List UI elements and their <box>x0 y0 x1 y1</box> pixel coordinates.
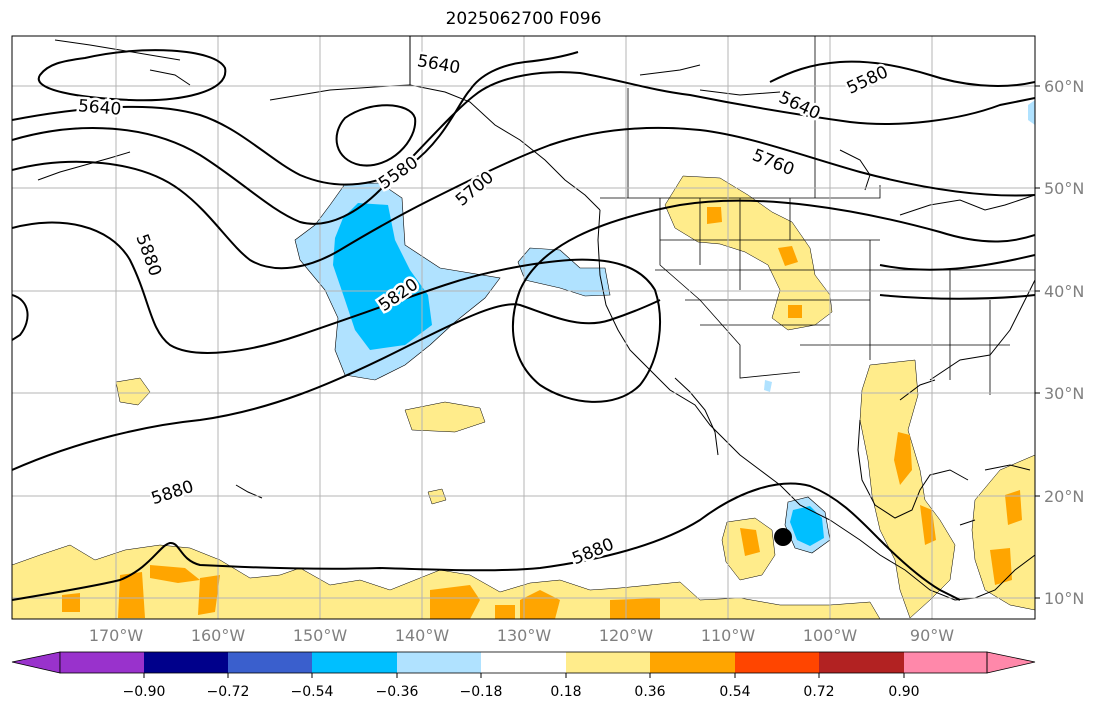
colorbar-label: −0.54 <box>290 684 334 700</box>
lat-label: 40°N <box>1044 282 1085 301</box>
lon-label: 120°W <box>598 626 654 645</box>
lat-label: 60°N <box>1044 77 1085 96</box>
colorbar-label: 0.18 <box>550 684 582 700</box>
lat-label: 50°N <box>1044 179 1085 198</box>
lon-label: 160°W <box>190 626 246 645</box>
colorbar-label: −0.72 <box>206 684 250 700</box>
storm-center-marker <box>774 528 792 546</box>
map-frame <box>11 35 1036 620</box>
lon-label: 130°W <box>496 626 552 645</box>
colorbar-label: 0.36 <box>634 684 666 700</box>
lon-label: 150°W <box>292 626 348 645</box>
lat-label: 30°N <box>1044 384 1085 403</box>
colorbar-label: 0.72 <box>803 684 835 700</box>
lon-label: 170°W <box>88 626 144 645</box>
lat-ticks <box>1035 85 1040 599</box>
borders <box>409 36 1035 395</box>
lon-label: 110°W <box>700 626 756 645</box>
colorbar-label: −0.36 <box>375 684 419 700</box>
lat-label: 10°N <box>1044 589 1085 608</box>
colorbar <box>11 651 1036 678</box>
lon-label: 90°W <box>909 626 955 645</box>
colorbar-label: 0.90 <box>888 684 920 700</box>
lon-label: 100°W <box>802 626 858 645</box>
height-contours <box>12 49 1035 601</box>
positive-anomaly-shading <box>12 175 1035 619</box>
lat-label: 20°N <box>1044 487 1085 506</box>
colorbar-label: −0.90 <box>122 684 166 700</box>
map-title: 2025062700 F096 <box>445 9 602 29</box>
colorbar-label: 0.54 <box>719 684 751 700</box>
lon-label: 140°W <box>394 626 450 645</box>
contour-label: 5640 <box>77 96 122 120</box>
colorbar-label: −0.18 <box>459 684 503 700</box>
